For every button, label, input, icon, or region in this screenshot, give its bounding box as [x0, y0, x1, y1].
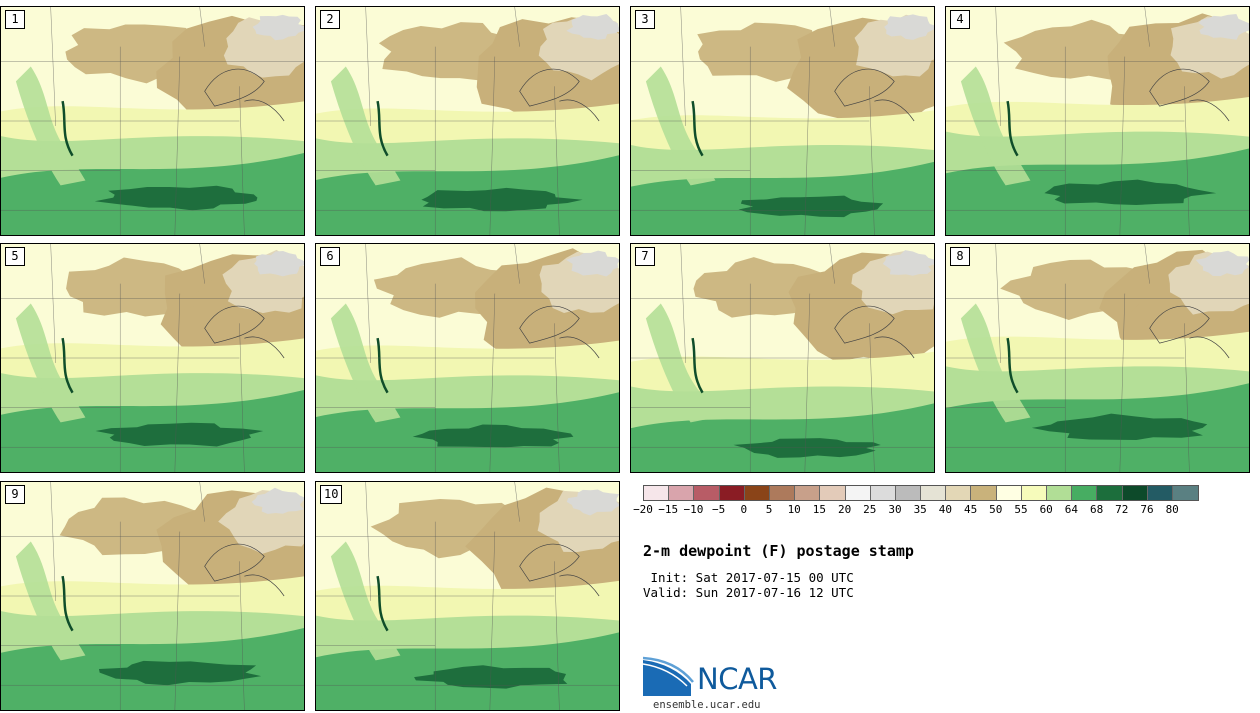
dewpoint-map [631, 7, 934, 235]
legend-swatch [744, 486, 770, 500]
legend-tick-label: 10 [787, 503, 801, 516]
dewpoint-map [316, 7, 619, 235]
map-panel: 1 [0, 6, 305, 236]
legend-swatch [694, 486, 720, 500]
init-time: Init: Sat 2017-07-15 00 UTC [643, 570, 854, 585]
legend-swatch [1047, 486, 1073, 500]
ncar-logo-text: NCAR [697, 662, 777, 696]
map-panel: 7 [630, 243, 935, 473]
member-label: 2 [320, 10, 340, 29]
legend-swatch [769, 486, 796, 500]
legend-tick-label: 15 [812, 503, 827, 516]
legend-tick-label: 60 [1039, 503, 1053, 516]
member-label: 1 [5, 10, 25, 29]
map-panel: 10 [315, 481, 620, 711]
legend-swatch [946, 486, 972, 500]
member-label: 3 [635, 10, 655, 29]
legend-tick-label: −5 [711, 503, 726, 516]
legend-swatch [1097, 486, 1123, 500]
ncar-swoosh-icon [642, 656, 694, 696]
map-panel: 2 [315, 6, 620, 236]
legend-tick-label: 35 [913, 503, 927, 516]
dewpoint-map [1, 244, 304, 472]
legend-swatch [1172, 486, 1199, 500]
dewpoint-map [1, 7, 304, 235]
map-panel: 5 [0, 243, 305, 473]
legend-tick-label: 45 [963, 503, 978, 516]
member-label: 5 [5, 247, 25, 266]
legend-swatch [1021, 486, 1047, 500]
legend-swatch [845, 486, 871, 500]
legend-tick-label: 64 [1064, 503, 1079, 516]
legend-swatch [1072, 486, 1098, 500]
legend-swatch [996, 486, 1022, 500]
legend-color-bar [643, 485, 1200, 501]
map-panel: 4 [945, 6, 1250, 236]
legend-tick-label: 68 [1089, 503, 1104, 516]
dewpoint-map [316, 482, 619, 710]
legend-swatch [1122, 486, 1148, 500]
legend-swatch [644, 486, 670, 500]
valid-time: Valid: Sun 2017-07-16 12 UTC [643, 585, 854, 600]
ncar-logo: NCAR [642, 656, 793, 698]
legend-swatch [870, 486, 896, 500]
legend-swatch [669, 486, 695, 500]
legend-tick-label: 76 [1140, 503, 1154, 516]
legend-swatch [971, 486, 997, 500]
color-legend: −20 −15 −10 −5 0 5 10 15 20 25 30 35 40 45 50 55 60 64 68 7… [633, 485, 1249, 517]
legend-tick-label: 25 [863, 503, 877, 516]
map-panel: 6 [315, 243, 620, 473]
legend-swatch [795, 486, 821, 500]
member-label: 10 [320, 485, 343, 504]
figure-title: 2-m dewpoint (F) postage stamp [643, 542, 914, 560]
legend-tick-label: 55 [1014, 503, 1028, 516]
map-panel: 9 [0, 481, 305, 711]
legend-swatch [921, 486, 947, 500]
map-panel: 3 [630, 6, 935, 236]
legend-tick-label: 50 [989, 503, 1003, 516]
dewpoint-map [946, 7, 1249, 235]
legend-tick-label: −15 [658, 503, 679, 516]
map-panel: 8 [945, 243, 1250, 473]
dewpoint-map [946, 244, 1249, 472]
dewpoint-map [631, 244, 934, 472]
legend-tick-label: 0 [740, 503, 748, 516]
legend-tick-label: −10 [683, 503, 704, 516]
dewpoint-map [1, 482, 304, 710]
legend-swatch [820, 486, 846, 500]
legend-tick-label: 5 [765, 503, 773, 516]
member-label: 6 [320, 247, 340, 266]
member-label: 9 [5, 485, 25, 504]
legend-tick-label: 72 [1115, 503, 1129, 516]
site-url: ensemble.ucar.edu [653, 699, 761, 711]
dewpoint-map [316, 244, 619, 472]
member-label: 4 [950, 10, 970, 29]
legend-swatch [1147, 486, 1173, 500]
legend-tick-label: 80 [1165, 503, 1179, 516]
legend-tick-label: 20 [837, 503, 852, 516]
member-label: 7 [635, 247, 655, 266]
legend-tick-label: −20 [633, 503, 653, 516]
member-label: 8 [950, 247, 970, 266]
legend-tick-label: 30 [888, 503, 902, 516]
legend-swatch [719, 486, 745, 500]
legend-tick-label: 40 [938, 503, 953, 516]
legend-swatch [895, 486, 922, 500]
